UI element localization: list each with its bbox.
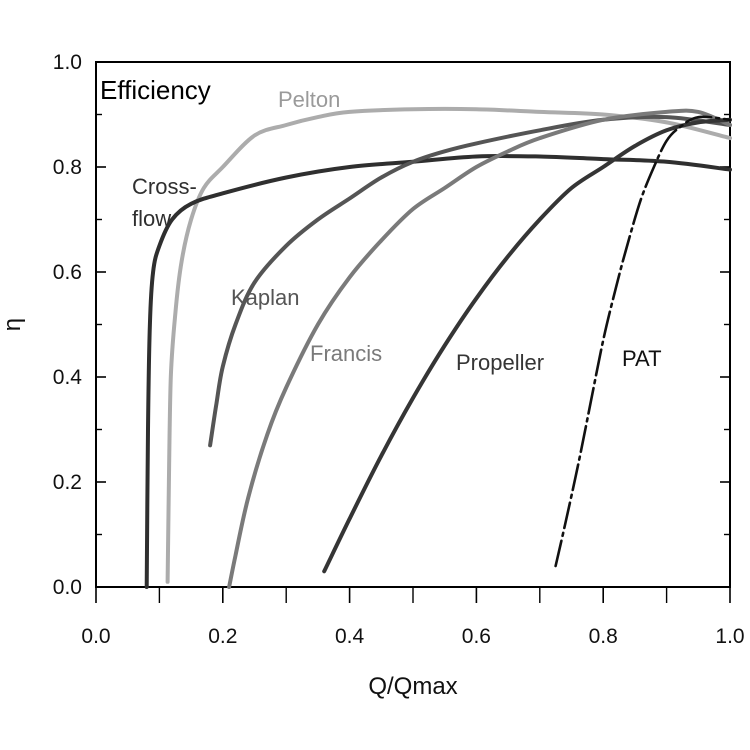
y-tick-label: 0.2 [53, 471, 82, 494]
series-line-kaplan [208, 114, 732, 448]
y-tick-label: 0.8 [53, 156, 82, 179]
x-tick-label: 0.0 [81, 625, 110, 648]
series-line-cross-flow [144, 153, 732, 589]
x-tick-label: 1.0 [715, 625, 744, 648]
series-label-francis: Francis [310, 341, 382, 366]
series-line-francis [227, 108, 732, 589]
series-label-pat: PAT [622, 346, 662, 371]
plot-frame [95, 61, 731, 588]
chart-title: Efficiency [100, 75, 211, 105]
series-line-pelton [165, 106, 732, 584]
series-label-pelton: Pelton [278, 87, 340, 112]
y-tick-label: 0.4 [53, 366, 83, 389]
series-line-pat [554, 115, 732, 568]
series-line-propeller [322, 117, 732, 574]
series-label-propeller: Propeller [456, 350, 544, 375]
y-axis-title: η [0, 318, 26, 331]
y-tick-label: 0.6 [53, 261, 82, 284]
series-label-cross-flow: Cross- [132, 174, 197, 199]
x-tick-label: 0.6 [462, 625, 491, 648]
y-tick-label: 1.0 [53, 51, 82, 74]
x-tick-label: 0.4 [335, 625, 365, 648]
y-tick-label: 0.0 [53, 576, 82, 599]
x-tick-label: 0.8 [589, 625, 618, 648]
series-label-kaplan: Kaplan [231, 285, 300, 310]
x-axis-title: Q/Qmax [368, 673, 457, 700]
series-label-cross-flow: flow [132, 206, 171, 231]
x-tick-label: 0.2 [208, 625, 237, 648]
